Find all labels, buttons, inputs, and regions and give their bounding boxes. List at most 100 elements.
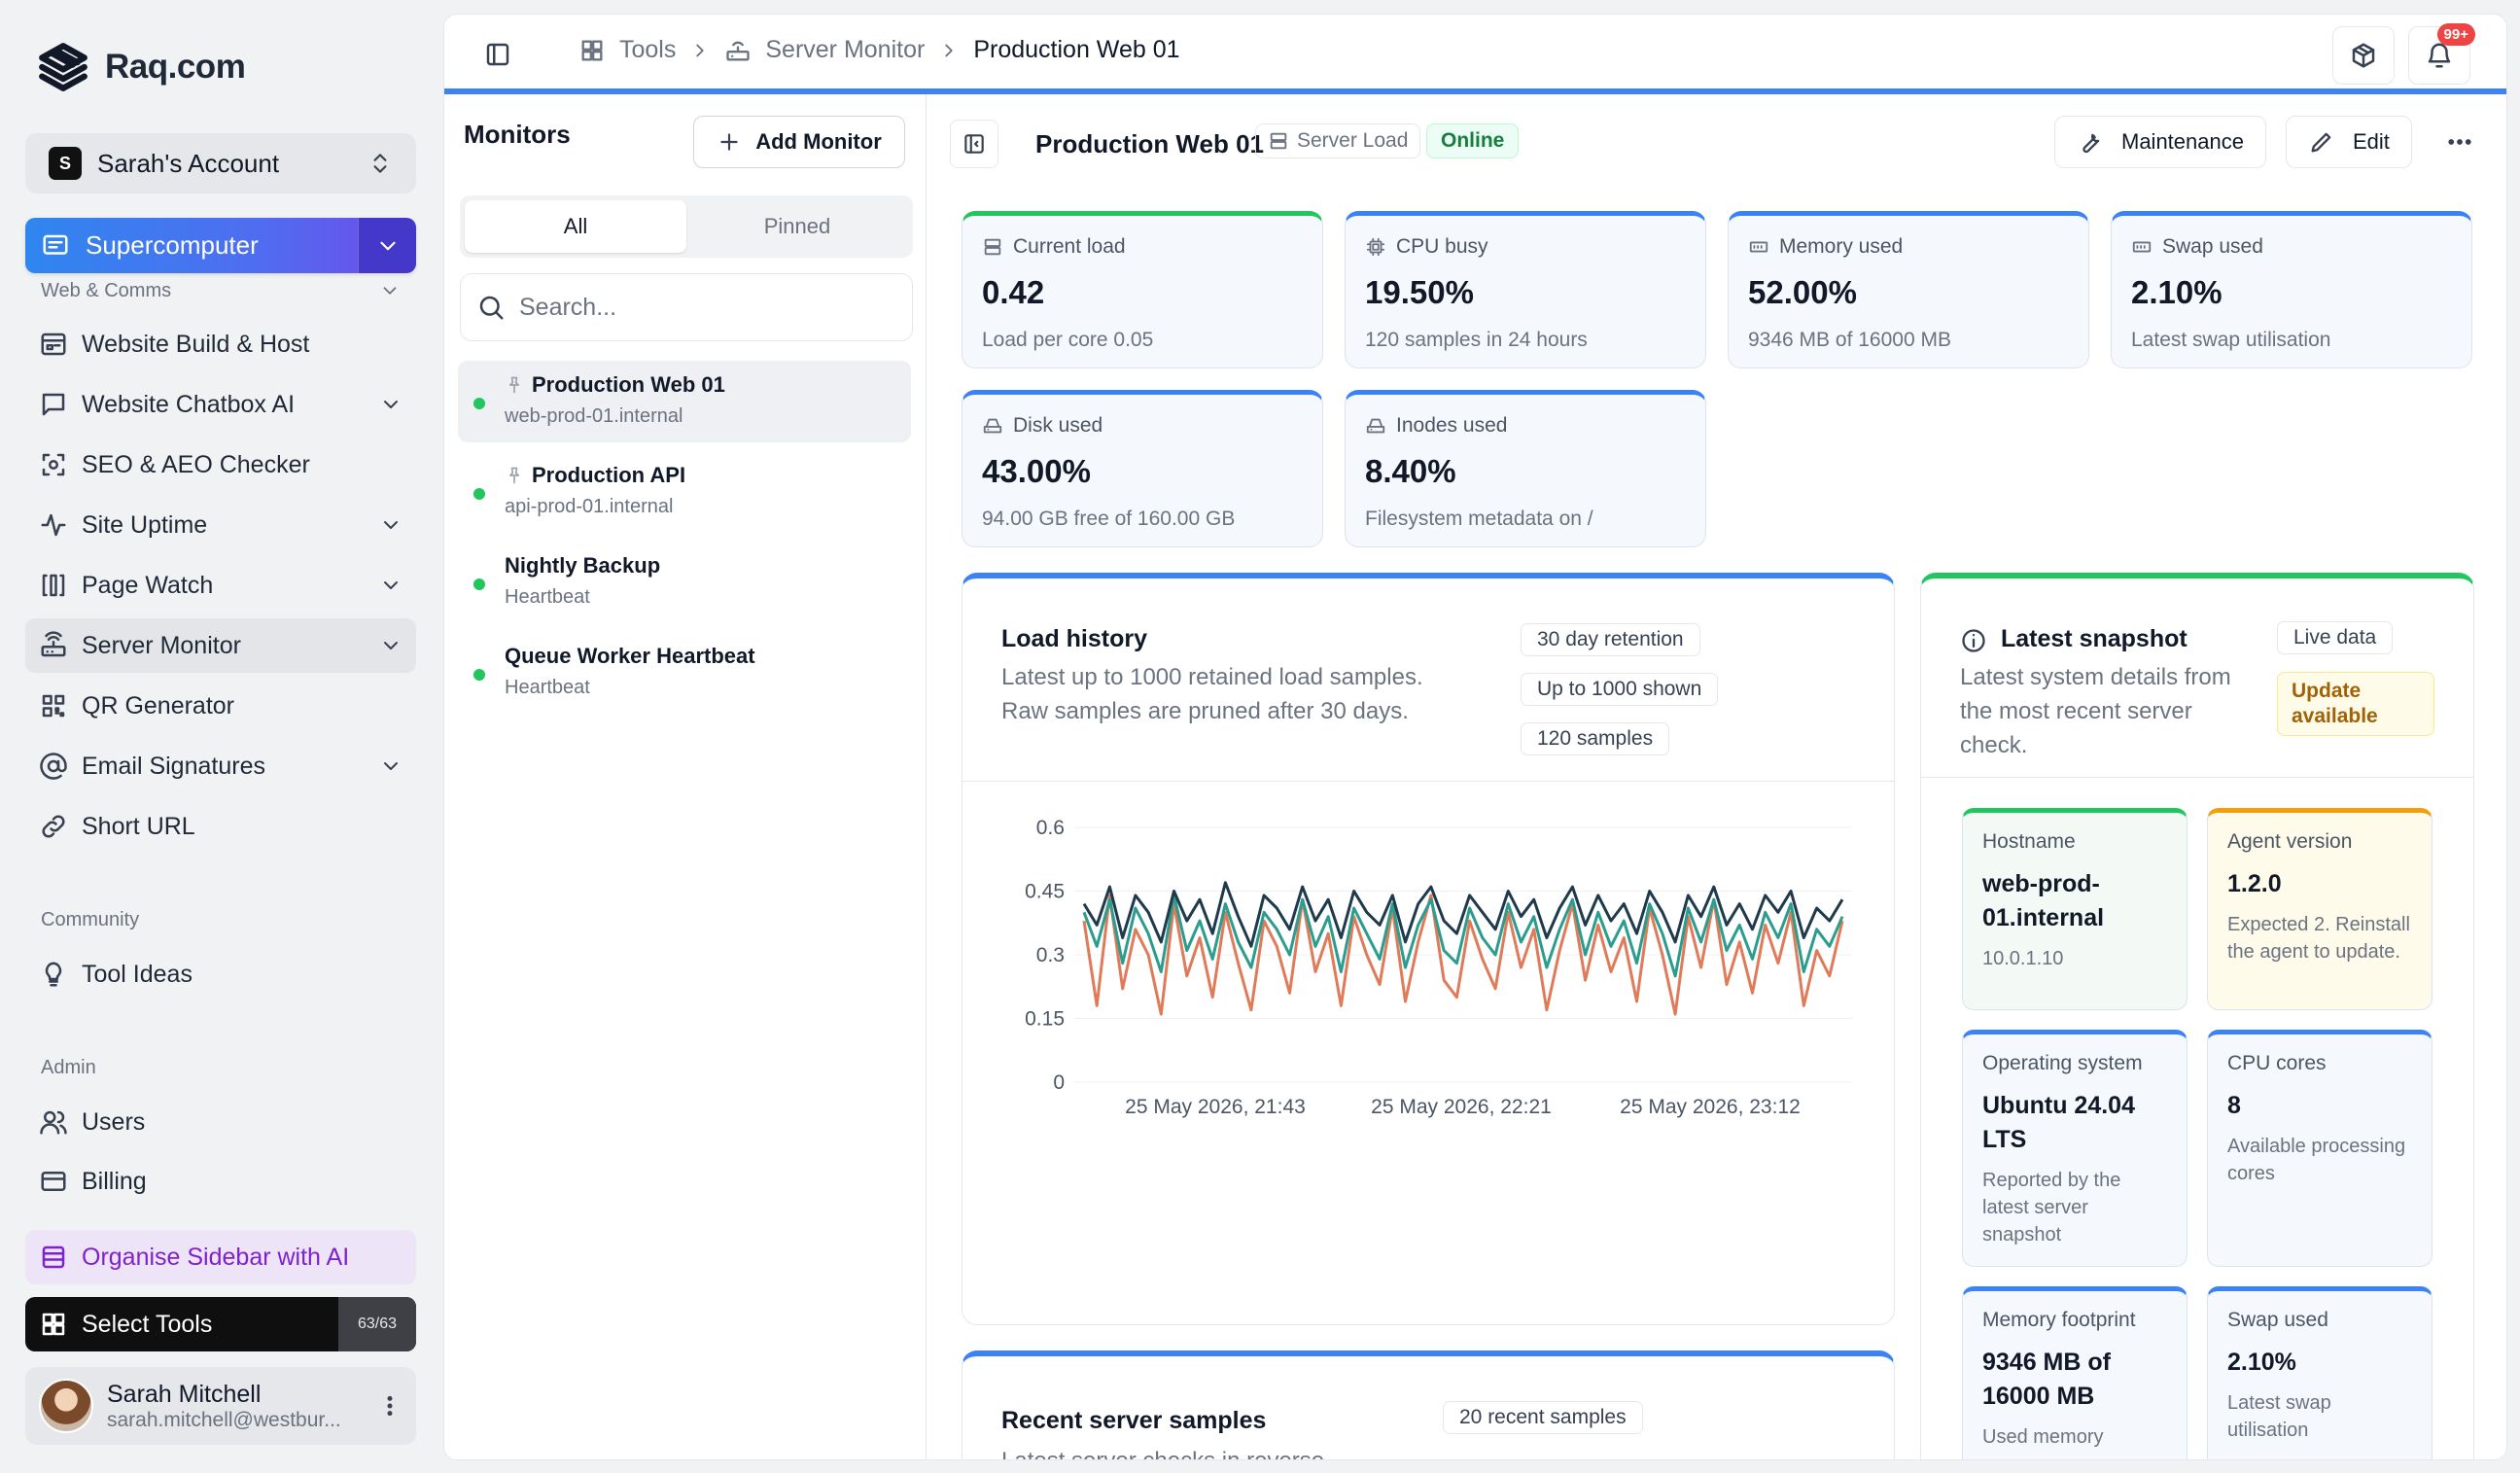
monitor-item-nightly-backup[interactable]: Nightly Backup Heartbeat	[458, 542, 911, 623]
snapshot-card-os: Operating system Ubuntu 24.04 LTS Report…	[1962, 1030, 2188, 1267]
server-icon	[984, 238, 1001, 256]
status-dot	[473, 488, 485, 500]
series-line	[1082, 894, 1844, 978]
list-icon	[42, 1245, 65, 1269]
sidebar-item-tool-ideas[interactable]: Tool Ideas	[25, 947, 416, 1001]
load-history-chart[interactable]: 0.6 0.45 0.3 0.15 0 25 May 2026, 21:43 25 May …	[962, 802, 1895, 1308]
snapshot-label: Swap used	[2227, 1309, 2328, 1331]
sidebar-item-label: Website Build & Host	[82, 330, 310, 358]
select-tools-count: 63/63	[338, 1297, 416, 1351]
sidebar-item-label: Users	[82, 1107, 146, 1136]
chevron-down-icon	[383, 287, 397, 295]
stat-value: 43.00%	[982, 453, 1091, 489]
monitor-type-chip: Server Load	[1255, 123, 1421, 158]
y-tick-label: 0	[1053, 1071, 1065, 1094]
more-vertical-icon[interactable]	[377, 1393, 402, 1419]
organise-sidebar-button[interactable]: Organise Sidebar with AI	[25, 1230, 416, 1284]
chevron-down-icon[interactable]	[379, 574, 402, 597]
breadcrumb-tools[interactable]: Tools	[619, 36, 677, 63]
monitor-host: web-prod-01.internal	[505, 405, 683, 427]
supercomputer-button[interactable]: Supercomputer	[25, 218, 416, 273]
sidebar-item-label: Billing	[82, 1167, 147, 1195]
sidebar-item-label: Email Signatures	[82, 752, 265, 780]
brand-logo[interactable]: Raq.com	[35, 39, 246, 95]
sidebar-item-label: Page Watch	[82, 571, 214, 599]
monitor-name: Production API	[532, 463, 686, 487]
monitor-name: Queue Worker Heartbeat	[505, 644, 755, 668]
stat-label: Current load	[1013, 235, 1126, 258]
main-panel: Tools Server Monitor Production Web 01 9…	[443, 14, 2507, 1460]
bell-icon	[2428, 43, 2451, 68]
sidebar-item-website-chatbox[interactable]: Website Chatbox AI	[25, 377, 416, 432]
divider	[1921, 777, 2473, 778]
stat-value: 19.50%	[1365, 274, 1474, 310]
supercomputer-main[interactable]: Supercomputer	[25, 218, 358, 273]
collapse-list-button[interactable]	[950, 120, 998, 168]
monitor-item-queue-worker[interactable]: Queue Worker Heartbeat Heartbeat	[458, 632, 911, 714]
stat-label: Swap used	[2162, 235, 2263, 258]
more-horizontal-icon[interactable]	[2445, 127, 2474, 157]
hard-drive-icon	[1366, 418, 1385, 434]
series-line	[1082, 881, 1844, 948]
monitor-title: Production Web 01	[1035, 129, 1264, 158]
chevron-down-icon[interactable]	[379, 634, 402, 657]
maintenance-button[interactable]: Maintenance	[2054, 116, 2266, 168]
notifications-button[interactable]: 99+	[2408, 23, 2475, 85]
at-icon	[40, 753, 67, 780]
snapshot-value: 1.2.0	[2227, 870, 2282, 897]
supercomputer-dropdown[interactable]	[358, 218, 416, 273]
stat-desc: Latest swap utilisation	[2131, 329, 2331, 351]
chevron-down-icon[interactable]	[379, 513, 402, 537]
sidebar-item-site-uptime[interactable]: Site Uptime	[25, 498, 416, 552]
tab-pinned[interactable]: Pinned	[763, 214, 831, 238]
sidebar-item-short-url[interactable]: Short URL	[25, 799, 416, 854]
sidebar-item-server-monitor[interactable]: Server Monitor	[25, 618, 416, 673]
stat-label: CPU busy	[1396, 235, 1488, 258]
sidebar-item-page-watch[interactable]: Page Watch	[25, 558, 416, 613]
monitor-item-production-api[interactable]: Production API api-prod-01.internal	[458, 451, 911, 533]
chevrons-up-down-icon	[373, 154, 387, 173]
stat-desc: 9346 MB of 16000 MB	[1748, 329, 1951, 351]
maintenance-label: Maintenance	[2121, 129, 2244, 154]
add-monitor-button[interactable]: Add Monitor	[693, 116, 905, 168]
columns-icon	[42, 574, 65, 597]
breadcrumb-current: Production Web 01	[973, 36, 1180, 63]
chevron-down-icon[interactable]	[379, 393, 402, 416]
snapshot-label: Hostname	[1982, 830, 2076, 853]
status-badge: Online	[1426, 123, 1520, 158]
sidebar-item-users[interactable]: Users	[25, 1095, 416, 1149]
tab-all[interactable]: All	[465, 200, 686, 253]
sidebar-toggle-icon[interactable]	[483, 40, 512, 69]
monitor-item-production-web-01[interactable]: Production Web 01 web-prod-01.internal	[458, 361, 911, 442]
chevron-down-icon	[379, 241, 396, 250]
sidebar-item-label: Website Chatbox AI	[82, 390, 296, 418]
stat-desc: 120 samples in 24 hours	[1365, 329, 1588, 351]
sidebar-item-website-build[interactable]: Website Build & Host	[25, 317, 416, 371]
edit-button[interactable]: Edit	[2286, 116, 2412, 168]
sidebar-item-seo-checker[interactable]: SEO & AEO Checker	[25, 438, 416, 492]
select-tools-button[interactable]: Select Tools 63/63	[25, 1297, 416, 1351]
recent-samples-subtitle: Latest server checks in reverse	[1001, 1444, 1324, 1459]
load-history-title: Load history	[1001, 625, 1148, 652]
snapshot-value: 9346 MB of 16000 MB	[1982, 1349, 2111, 1410]
sidebar-item-qr-generator[interactable]: QR Generator	[25, 679, 416, 733]
chevron-down-icon[interactable]	[379, 754, 402, 778]
chat-icon	[42, 393, 65, 416]
section-web-comms[interactable]: Web & Comms	[41, 280, 401, 302]
user-profile[interactable]: Sarah Mitchell sarah.mitchell@westbur...	[25, 1367, 416, 1445]
monitor-type-label: Server Load	[1297, 129, 1409, 152]
snapshot-desc: Latest swap utilisation	[2227, 1392, 2331, 1441]
router-icon	[41, 631, 66, 657]
snapshot-desc: Used memory	[1982, 1426, 2104, 1448]
sidebar-item-email-signatures[interactable]: Email Signatures	[25, 739, 416, 793]
pin-icon	[509, 376, 519, 394]
load-history-panel: Load history Latest up to 1000 retained …	[962, 573, 1895, 1325]
account-switcher[interactable]: S Sarah's Account	[25, 133, 416, 193]
search-input[interactable]: Search...	[460, 273, 913, 341]
samples-shown-pill: Up to 1000 shown	[1521, 673, 1719, 706]
stat-label: Inodes used	[1396, 414, 1508, 437]
breadcrumb-server-monitor[interactable]: Server Monitor	[765, 36, 926, 63]
sidebar-item-label: Server Monitor	[82, 631, 241, 659]
package-button[interactable]	[2332, 26, 2395, 85]
sidebar-item-billing[interactable]: Billing	[25, 1154, 416, 1209]
